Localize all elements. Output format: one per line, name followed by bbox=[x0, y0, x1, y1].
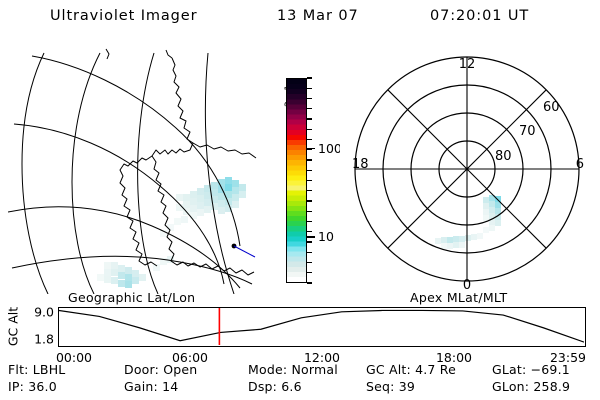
status-glat: GLat: −69.1 bbox=[492, 362, 570, 377]
orbit-x-tick-label: 18:00 bbox=[435, 350, 473, 365]
colorbar-tick-label: 100 bbox=[318, 140, 342, 156]
colorbar-tick-mark bbox=[307, 282, 312, 284]
header-bar: Ultraviolet Imager 13 Mar 07 07:20:01 UT bbox=[0, 0, 600, 40]
map-background bbox=[8, 46, 266, 294]
coastline-outline bbox=[105, 48, 257, 276]
colorbar-tick-mark bbox=[307, 97, 312, 100]
apex-polar-panel[interactable]: 12 6 0 18 60 70 80 bbox=[340, 46, 594, 294]
colorbar-tick-mark bbox=[307, 149, 312, 151]
orbit-y-tick-label: 1.8 bbox=[34, 331, 54, 347]
orbit-y-axis-text: GC Alt bbox=[5, 306, 21, 347]
orbit-altitude-strip[interactable]: Geographic Lat/Lon Apex MLat/MLT GC Alt … bbox=[0, 290, 600, 365]
mlt-label-12: 12 bbox=[459, 57, 476, 72]
colorbar-tick-mark bbox=[307, 108, 312, 110]
map-graticule bbox=[8, 52, 253, 294]
polar-spokes bbox=[355, 57, 579, 281]
colorbar-tick-mark bbox=[307, 118, 312, 120]
colorbar-tick-mark bbox=[307, 77, 312, 79]
orbit-x-tick-label: 23:59 bbox=[549, 350, 587, 365]
apex-polar-svg: 12 6 0 18 60 70 80 bbox=[340, 46, 594, 294]
observation-date: 13 Mar 07 bbox=[277, 8, 359, 24]
status-footer: Flt: LBHL Door: Open Mode: Normal GC Alt… bbox=[0, 362, 600, 400]
colorbar-tick-mark bbox=[307, 251, 312, 253]
observation-time: 07:20:01 UT bbox=[430, 8, 530, 24]
aurora-emission-overlay bbox=[97, 177, 246, 288]
colorbar-tick-mark bbox=[307, 169, 312, 171]
colorbar-gradient bbox=[286, 78, 307, 283]
mlt-label-18: 18 bbox=[352, 157, 369, 172]
orbit-altitude-svg bbox=[59, 308, 584, 345]
orbit-x-tick-label: 12:00 bbox=[303, 350, 341, 365]
colorbar-tick-mark bbox=[307, 128, 312, 130]
polar-aurora-overlay bbox=[435, 195, 501, 249]
status-flt: Flt: LBHL bbox=[8, 362, 66, 377]
colorbar-major-tick bbox=[307, 236, 315, 238]
lat-label-80: 80 bbox=[495, 149, 512, 164]
status-seq: Seq: 39 bbox=[366, 379, 416, 394]
orbit-y-tick-label: 9.0 bbox=[34, 304, 54, 320]
colorbar-tick-label: 10 bbox=[318, 228, 334, 244]
colorbar-tick-mark bbox=[307, 210, 312, 212]
status-gc-alt: GC Alt: 4.7 Re bbox=[366, 362, 456, 377]
colorbar-tick-mark bbox=[307, 190, 312, 192]
colorbar-tick-mark bbox=[307, 138, 312, 141]
colorbar-tick-mark bbox=[307, 200, 312, 202]
geographic-panel-caption: Geographic Lat/Lon bbox=[68, 290, 196, 305]
status-dsp: Dsp: 6.6 bbox=[248, 379, 302, 394]
status-ip: IP: 36.0 bbox=[8, 379, 57, 394]
polar-rings bbox=[354, 56, 580, 282]
lat-label-70: 70 bbox=[519, 124, 536, 139]
page-title: Ultraviolet Imager bbox=[50, 8, 198, 24]
colorbar-major-tick bbox=[307, 148, 315, 150]
apex-panel-caption: Apex MLat/MLT bbox=[410, 290, 508, 305]
mlt-label-6: 6 bbox=[576, 157, 584, 172]
colorbar-tick-mark bbox=[307, 231, 312, 233]
orbit-y-axis-label: GC Alt bbox=[5, 306, 21, 348]
colorbar-tick-mark bbox=[307, 179, 312, 182]
status-mode: Mode: Normal bbox=[248, 362, 338, 377]
orbit-altitude-plot[interactable] bbox=[58, 307, 586, 347]
colorbar-tick-mark bbox=[307, 220, 312, 223]
mlt-label-0: 0 bbox=[463, 278, 471, 293]
lat-label-60: 60 bbox=[543, 100, 560, 115]
status-gain: Gain: 14 bbox=[124, 379, 179, 394]
orbit-altitude-curve bbox=[59, 309, 584, 343]
geographic-map-svg bbox=[8, 46, 266, 294]
polar-labels: 12 6 0 18 60 70 80 bbox=[352, 57, 584, 293]
colorbar-tick-mark bbox=[307, 241, 312, 243]
colorbar-tick-mark bbox=[307, 159, 312, 161]
colorbar-tick-mark bbox=[307, 87, 312, 89]
colorbar-tick-mark bbox=[307, 272, 312, 274]
status-glon: GLon: 258.9 bbox=[492, 379, 571, 394]
colorbar-tick-mark bbox=[307, 261, 312, 264]
orbit-x-tick-label: 00:00 bbox=[55, 350, 93, 365]
spacecraft-track-vector bbox=[233, 245, 256, 258]
orbit-x-tick-label: 06:00 bbox=[171, 350, 209, 365]
geographic-map-panel[interactable] bbox=[8, 46, 266, 294]
status-door: Door: Open bbox=[124, 362, 198, 377]
colorbar-ticks: 100 10 bbox=[307, 77, 342, 284]
